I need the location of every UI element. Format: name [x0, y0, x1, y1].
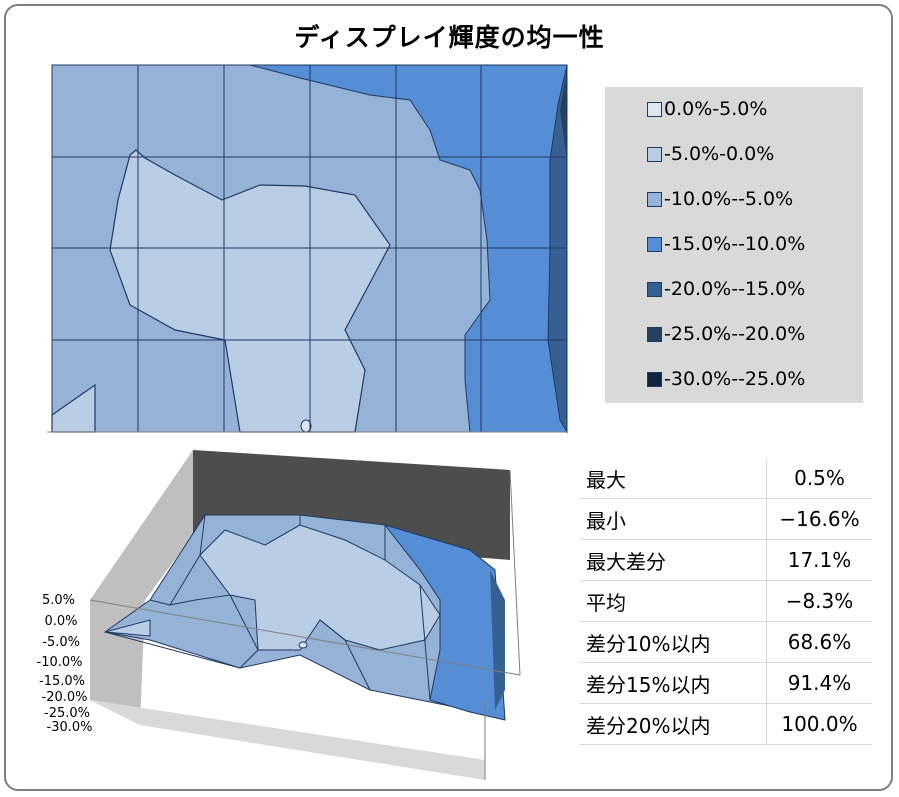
- surface-light-left: [104, 619, 151, 637]
- legend-label: -15.0%--10.0%: [664, 233, 806, 255]
- stats-value: 91.4%: [766, 662, 872, 704]
- stats-value: 100.0%: [766, 703, 872, 745]
- chart-title: ディスプレイ輝度の均一性: [294, 23, 605, 52]
- legend-label: -20.0%--15.0%: [664, 278, 806, 300]
- legend-swatch: [647, 101, 662, 117]
- stats-label: 最大差分: [580, 539, 767, 581]
- stats-value: 17.1%: [766, 539, 872, 581]
- legend-swatch: [647, 281, 662, 297]
- legend-item: -5.0%-0.0%: [647, 139, 774, 169]
- stats-label: 差分15%以内: [580, 662, 767, 704]
- z-tick-label: -15.0%: [39, 674, 85, 689]
- legend-swatch: [647, 326, 662, 342]
- stats-label: 差分10%以内: [580, 621, 767, 663]
- z-tick-label: 5.0%: [41, 593, 75, 608]
- stats-value: 0.5%: [766, 458, 872, 499]
- stats-value: −16.6%: [766, 498, 872, 540]
- side-wall: [90, 450, 193, 725]
- legend-swatch: [647, 236, 662, 252]
- surface-plot: [89, 450, 521, 780]
- legend-label: -10.0%--5.0%: [664, 188, 794, 210]
- legend: 0.0%-5.0% -5.0%-0.0% -10.0%--5.0% -15.0%--1…: [605, 87, 863, 403]
- stats-row: 最大 0.5%: [580, 458, 872, 499]
- stats-row: 差分15%以内 91.4%: [580, 662, 872, 704]
- z-tick-label: -20.0%: [41, 690, 88, 705]
- stats-row: 差分10%以内 68.6%: [580, 621, 872, 663]
- floor-edge: [90, 700, 485, 780]
- legend-label: -25.0%--20.0%: [664, 323, 806, 345]
- legend-label: -30.0%--25.0%: [664, 368, 806, 390]
- surface-peak: [298, 641, 308, 649]
- z-tick-label: -5.0%: [42, 635, 80, 650]
- stats-label: 最小: [580, 498, 767, 540]
- legend-swatch: [647, 191, 662, 207]
- stats-value: −8.3%: [766, 580, 872, 622]
- surface-right-dark: [490, 570, 505, 710]
- surface-right: [383, 524, 506, 721]
- legend-item: 0.0%-5.0%: [647, 94, 767, 124]
- stats-table: 最大 0.5% 最小 −16.6% 最大差分 17.1% 平均 −8.3% 差分10%以内 68.…: [580, 458, 872, 745]
- stats-label: 差分20%以内: [580, 703, 767, 745]
- z-tick-label: -25.0%: [44, 706, 90, 721]
- legend-swatch: [647, 146, 662, 162]
- stats-row: 最小 −16.6%: [580, 498, 872, 540]
- stats-label: 平均: [580, 580, 767, 622]
- contour-band-minus-25-minus-20-edge: [560, 70, 567, 160]
- surface-mesh: [104, 514, 431, 701]
- legend-label: -5.0%-0.0%: [664, 143, 775, 165]
- legend-item: -30.0%--25.0%: [647, 364, 805, 394]
- legend-item: -10.0%--5.0%: [647, 184, 793, 214]
- legend-item: -20.0%--15.0%: [647, 274, 805, 304]
- legend-swatch: [647, 371, 662, 387]
- stats-label: 最大: [580, 458, 767, 499]
- contour-band-minus-5-0: [109, 149, 391, 433]
- z-tick-label: -10.0%: [36, 655, 83, 670]
- z-tick-label: 0.0%: [44, 614, 78, 629]
- legend-label: 0.0%-5.0%: [664, 98, 768, 120]
- legend-item: -25.0%--20.0%: [647, 319, 805, 349]
- stats-row: 差分20%以内 100.0%: [580, 703, 872, 745]
- z-tick-label: -30.0%: [46, 720, 93, 735]
- legend-item: -15.0%--10.0%: [647, 229, 805, 259]
- stats-value: 68.6%: [766, 621, 872, 663]
- stats-row: 平均 −8.3%: [580, 580, 872, 622]
- stats-row: 最大差分 17.1%: [580, 539, 872, 581]
